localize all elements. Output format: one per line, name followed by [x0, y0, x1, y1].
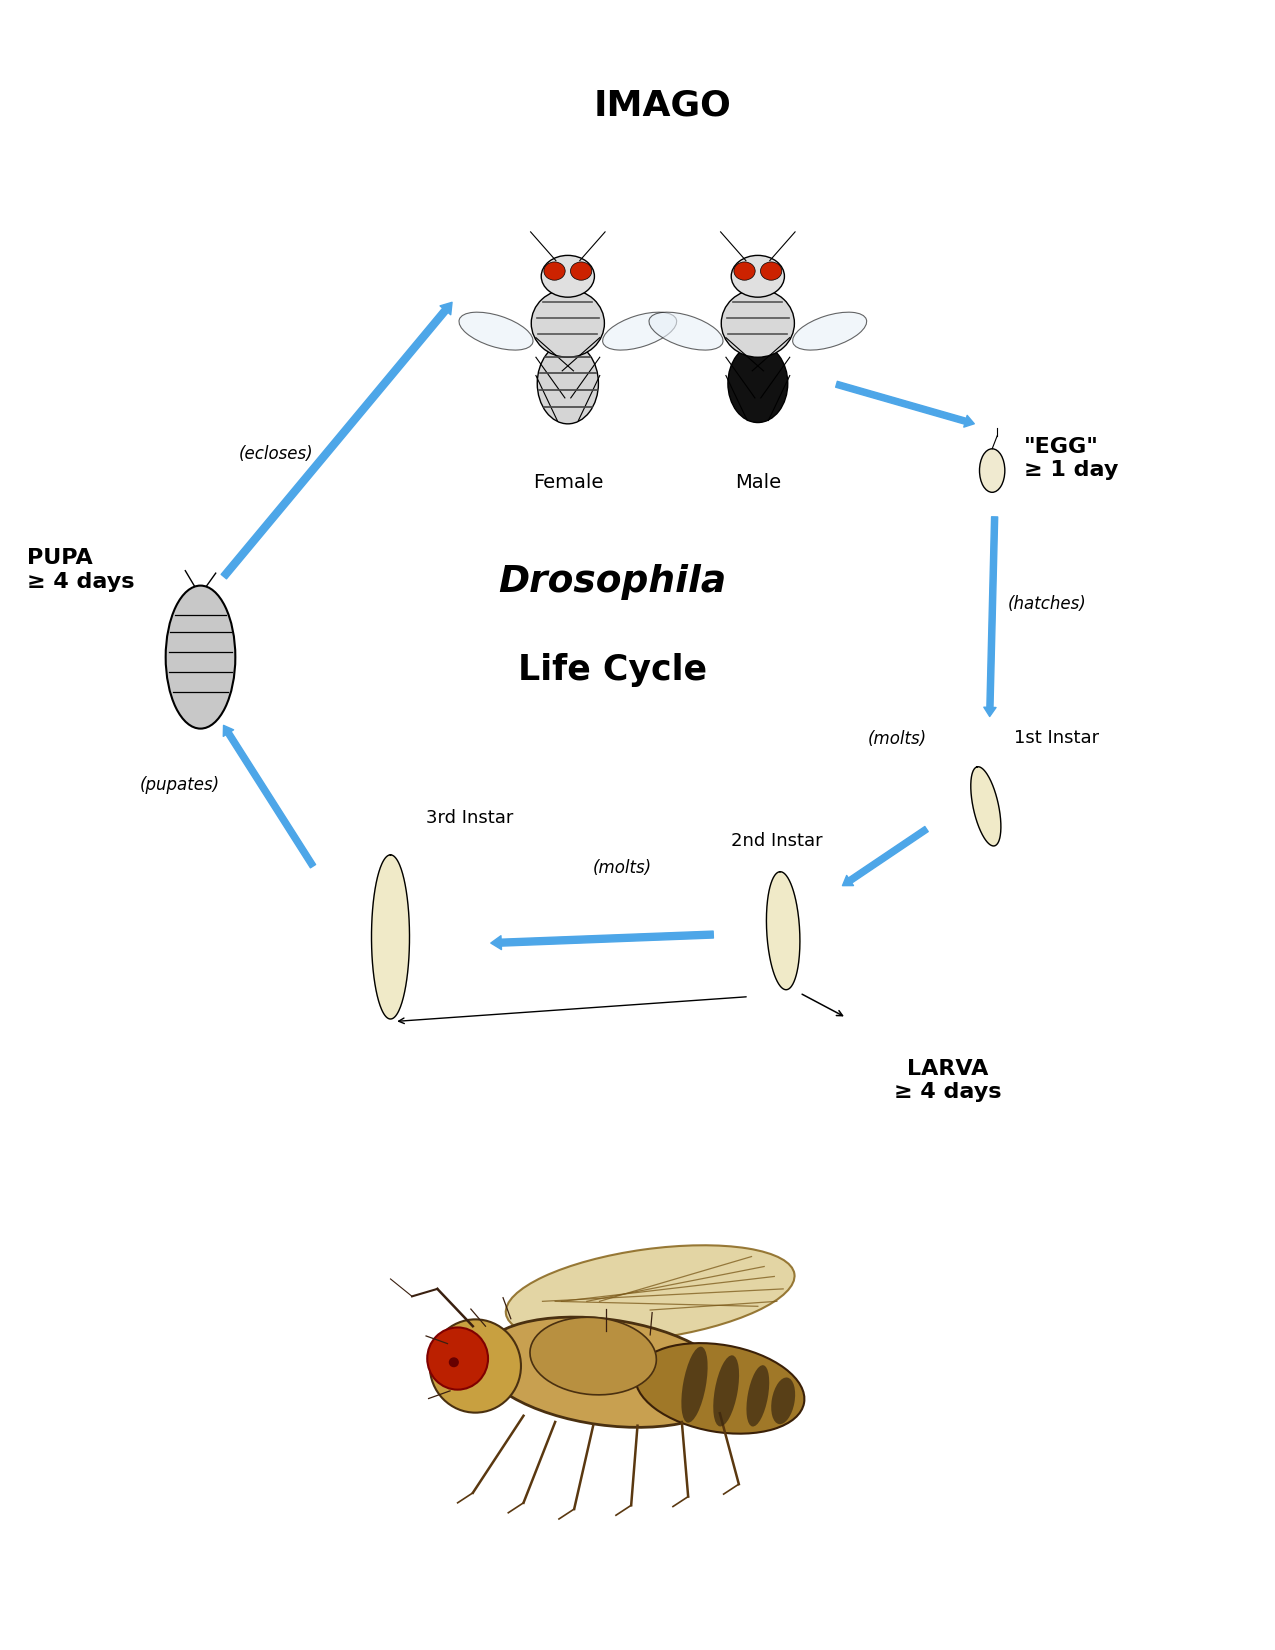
Text: (molts): (molts): [867, 729, 927, 747]
Ellipse shape: [728, 345, 788, 422]
Ellipse shape: [649, 312, 723, 350]
Ellipse shape: [979, 449, 1005, 492]
Ellipse shape: [449, 1358, 459, 1368]
Ellipse shape: [430, 1320, 521, 1412]
Ellipse shape: [722, 289, 794, 358]
Ellipse shape: [732, 256, 784, 297]
Ellipse shape: [746, 1365, 769, 1427]
Text: LARVA
≥ 4 days: LARVA ≥ 4 days: [894, 1059, 1002, 1102]
Text: (ecloses): (ecloses): [240, 446, 314, 464]
Text: PUPA
≥ 4 days: PUPA ≥ 4 days: [27, 548, 134, 592]
Polygon shape: [970, 767, 1001, 846]
Ellipse shape: [537, 343, 598, 424]
Text: Drosophila: Drosophila: [499, 564, 727, 601]
Ellipse shape: [541, 256, 594, 297]
Polygon shape: [766, 871, 799, 990]
Ellipse shape: [635, 1343, 805, 1434]
Ellipse shape: [166, 586, 236, 729]
Text: IMAGO: IMAGO: [594, 89, 732, 122]
Ellipse shape: [544, 262, 565, 281]
Text: Female: Female: [533, 474, 603, 492]
Ellipse shape: [427, 1328, 488, 1389]
Text: (molts): (molts): [593, 860, 652, 878]
Ellipse shape: [570, 262, 592, 281]
Ellipse shape: [532, 289, 604, 358]
Ellipse shape: [713, 1355, 739, 1427]
Text: (hatches): (hatches): [1007, 594, 1086, 612]
Text: Life Cycle: Life Cycle: [518, 652, 706, 686]
Text: (pupates): (pupates): [139, 776, 219, 794]
Polygon shape: [371, 855, 409, 1020]
Text: 2nd Instar: 2nd Instar: [731, 832, 822, 850]
Ellipse shape: [459, 312, 533, 350]
Ellipse shape: [506, 1246, 794, 1343]
Ellipse shape: [793, 312, 867, 350]
Ellipse shape: [481, 1317, 732, 1427]
Ellipse shape: [681, 1346, 708, 1422]
Text: "EGG"
≥ 1 day: "EGG" ≥ 1 day: [1024, 437, 1118, 480]
Ellipse shape: [530, 1317, 657, 1394]
Ellipse shape: [760, 262, 782, 281]
Text: 3rd Instar: 3rd Instar: [426, 810, 514, 828]
Ellipse shape: [603, 312, 677, 350]
Ellipse shape: [734, 262, 755, 281]
Ellipse shape: [771, 1378, 796, 1424]
Text: 1st Instar: 1st Instar: [1014, 729, 1099, 747]
Text: Male: Male: [734, 474, 780, 492]
